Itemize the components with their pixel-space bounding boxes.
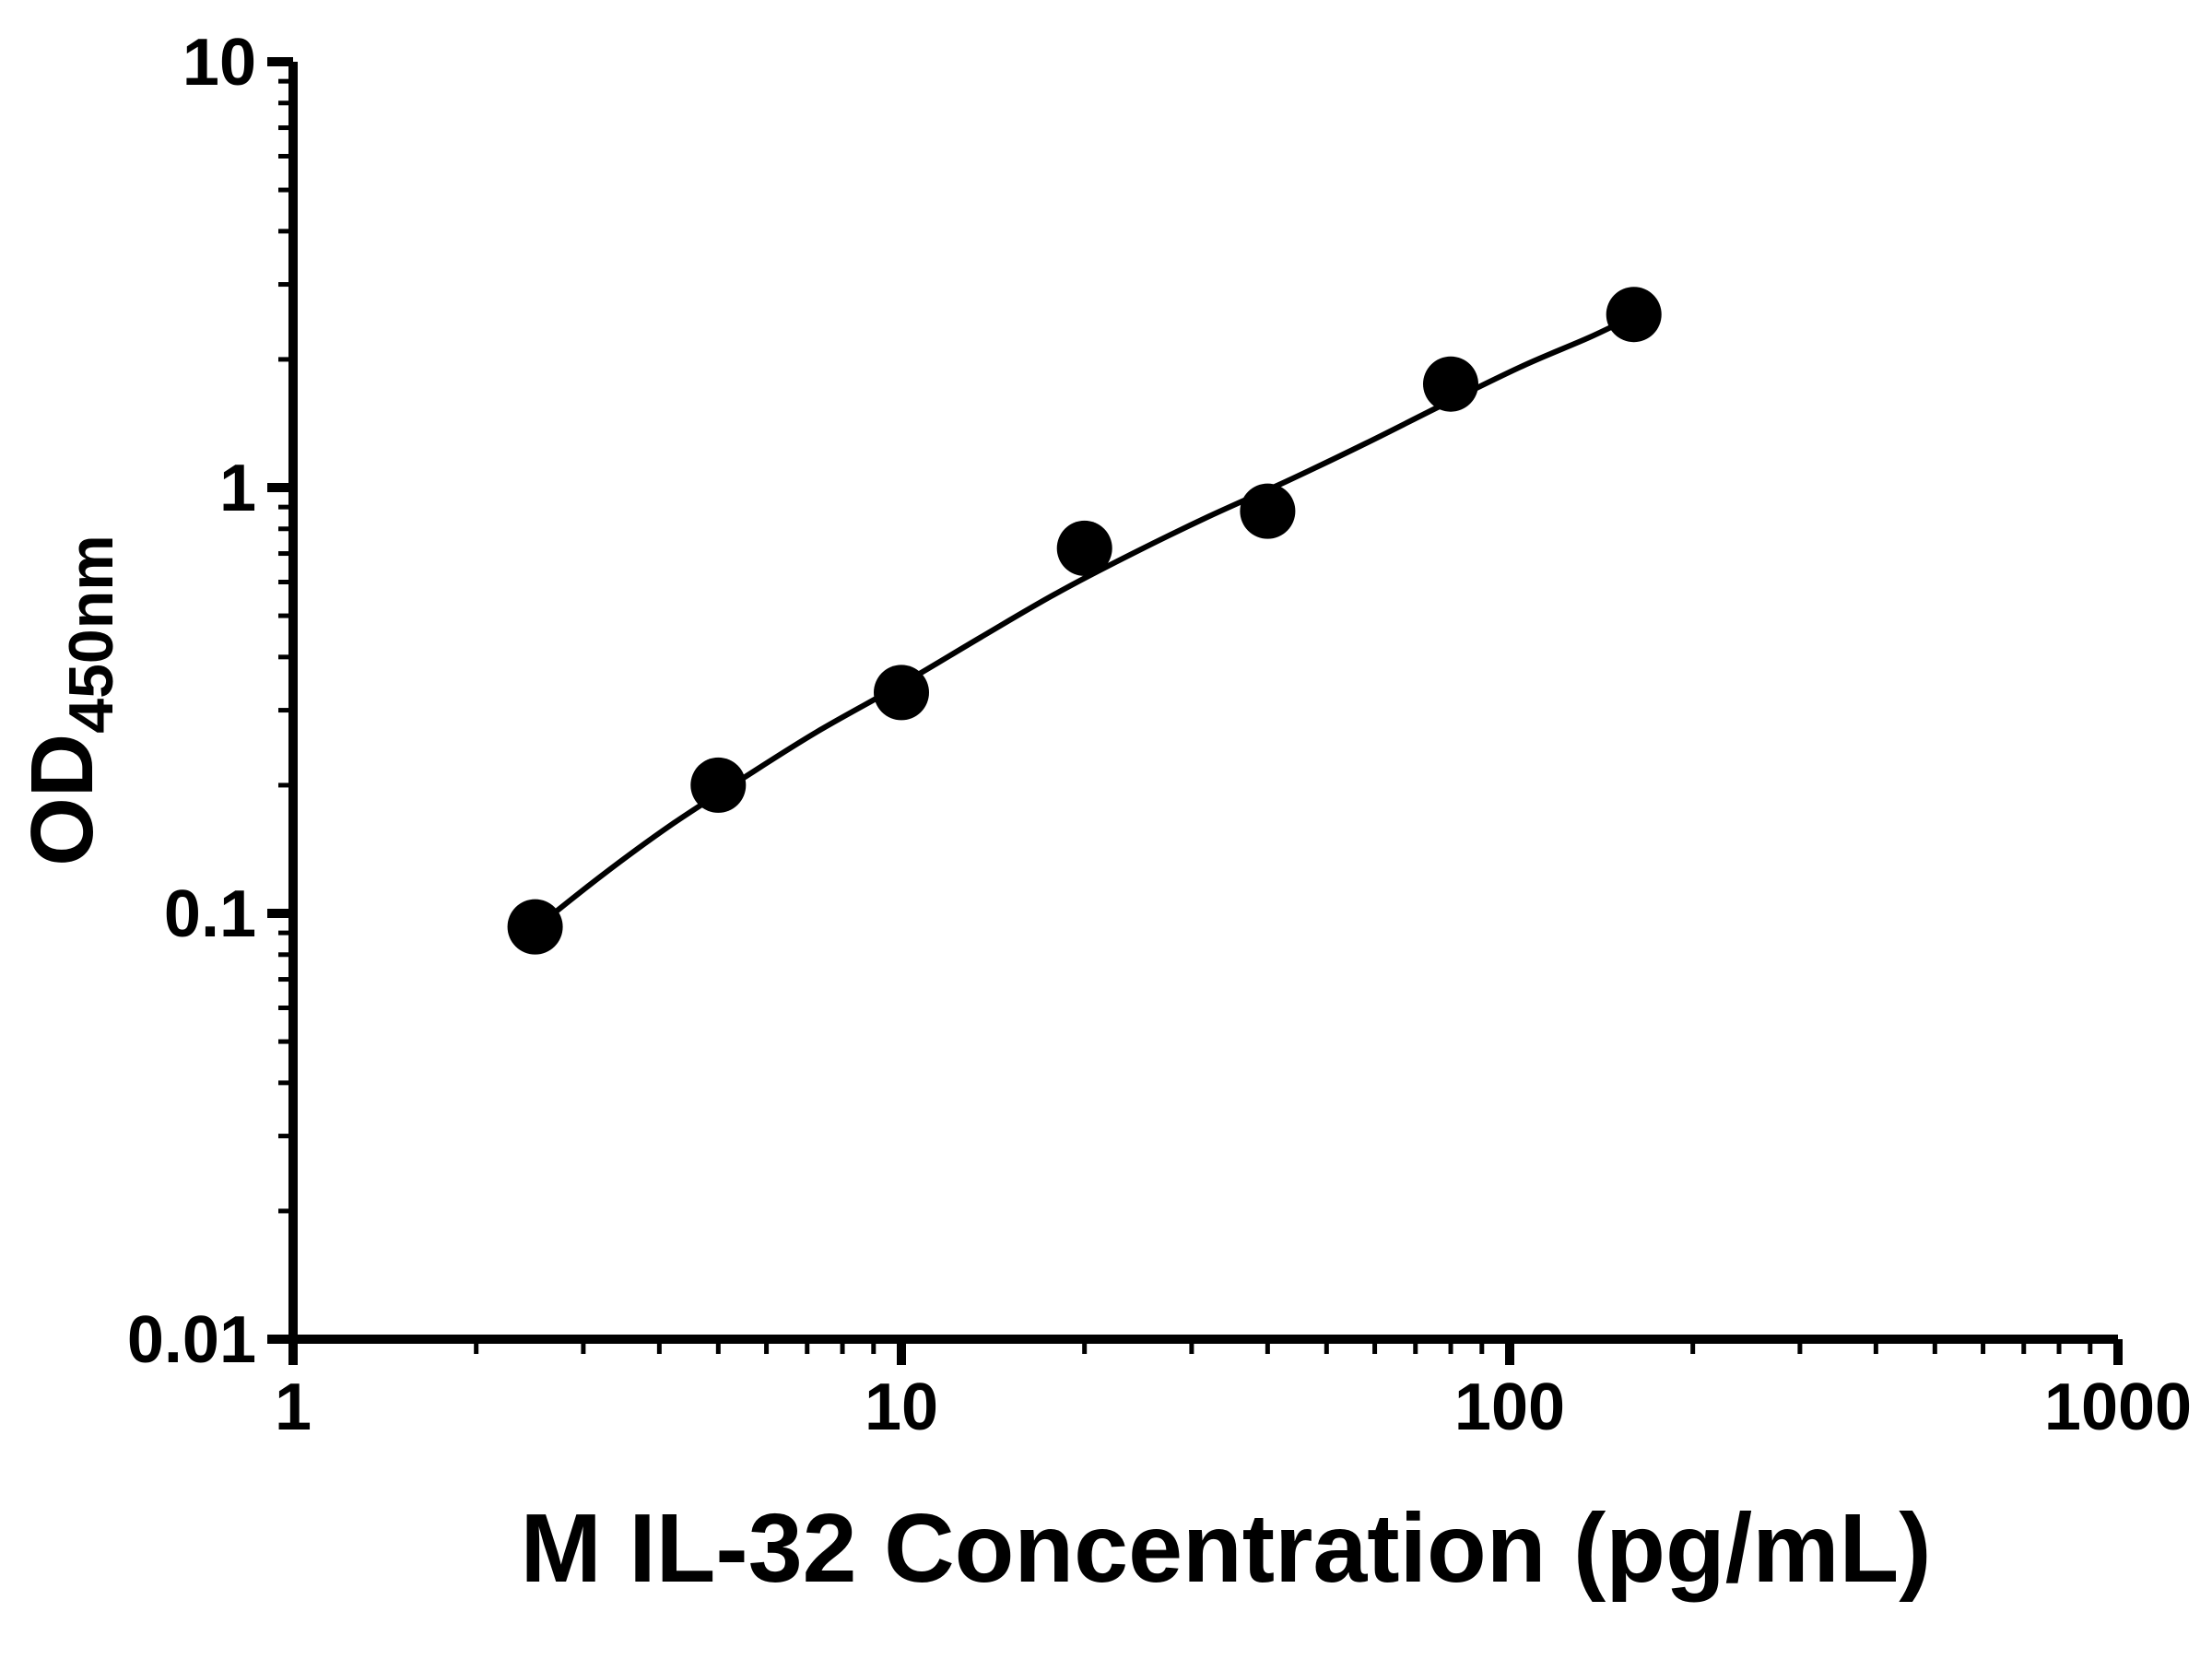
x-tick-label: 10 bbox=[865, 1371, 938, 1444]
y-tick-label: 10 bbox=[182, 26, 256, 100]
data-point bbox=[690, 757, 747, 813]
ticks-layer bbox=[267, 57, 2123, 1365]
data-point bbox=[1606, 287, 1662, 343]
y-tick-label: 1 bbox=[219, 452, 256, 525]
x-tick-label: 1000 bbox=[2044, 1371, 2192, 1444]
y-tick-label: 0.1 bbox=[164, 877, 256, 951]
data-point bbox=[874, 665, 929, 721]
data-point bbox=[507, 899, 563, 955]
x-tick-label: 1 bbox=[275, 1371, 312, 1444]
tick-labels-layer: 1 10 100 1000 0.01 0.1 1 10 bbox=[127, 26, 2192, 1444]
axes-layer bbox=[288, 62, 2118, 1344]
x-axis-title: M IL-32 Concentration (pg/mL) bbox=[520, 1494, 1931, 1603]
data-point bbox=[1423, 356, 1478, 412]
fit-curve bbox=[521, 311, 1641, 940]
data-points-layer bbox=[507, 287, 1662, 955]
y-tick-label: 0.01 bbox=[127, 1303, 256, 1377]
y-axis-title-main: OD bbox=[13, 734, 112, 866]
y-axis-title: OD450nm bbox=[13, 535, 126, 865]
data-point bbox=[1240, 483, 1296, 539]
data-point bbox=[1056, 520, 1112, 576]
x-tick-label: 100 bbox=[1454, 1371, 1565, 1444]
y-axis-title-subscript: 450nm bbox=[56, 535, 126, 733]
